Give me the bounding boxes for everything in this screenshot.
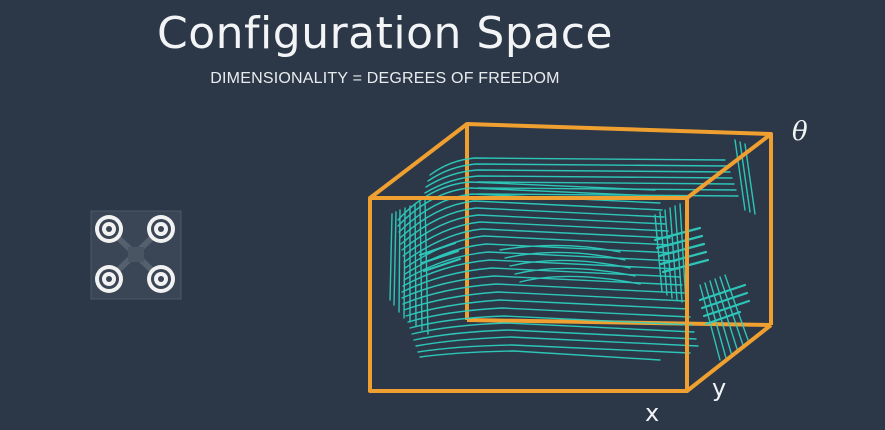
slide-title: Configuration Space (157, 8, 613, 59)
rotor-icon (147, 215, 175, 243)
axis-label-y: y (712, 374, 726, 402)
obstacle-side-ridges (389, 139, 756, 361)
slide-subtitle: DIMENSIONALITY = DEGREES OF FREEDOM (210, 70, 560, 87)
obstacle-slices-back (424, 157, 739, 285)
axis-label-x: x (645, 399, 659, 427)
quadrotor-icon (90, 210, 182, 300)
axis-label-theta: θ (792, 117, 808, 147)
obstacle-region (389, 139, 756, 361)
rotor-icon (147, 265, 175, 293)
obstacle-slices-front (397, 181, 699, 361)
rotor-icon (95, 215, 123, 243)
obstacle-right-cluster (418, 226, 751, 326)
quadrotor-body (128, 247, 144, 262)
rotor-icon (95, 265, 123, 293)
box-front-edges (368, 132, 773, 393)
